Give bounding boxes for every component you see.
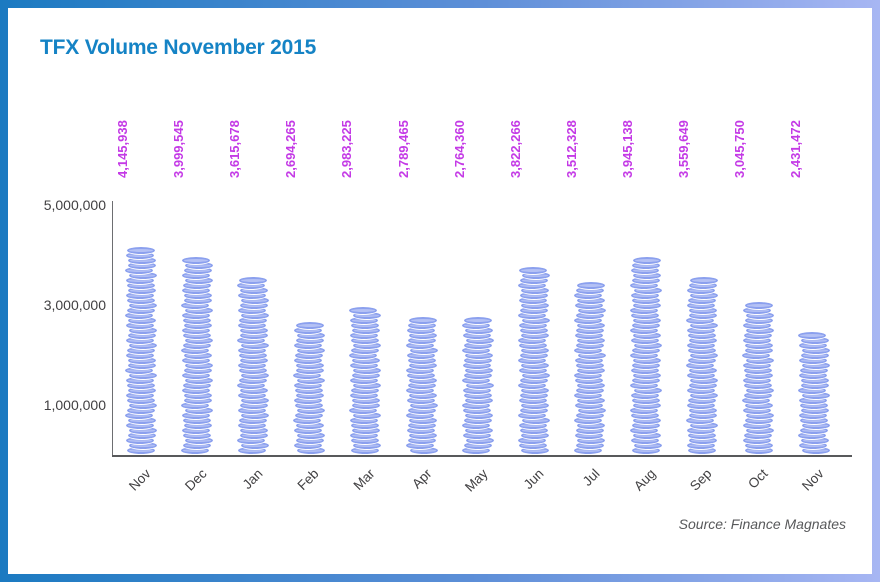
bar-value-label: 2,694,265 [283, 120, 299, 178]
coin-icon [408, 316, 438, 325]
bar-value-label: 2,983,225 [339, 120, 355, 178]
x-tick-label: Apr [408, 466, 435, 492]
x-tick-label: Oct [745, 466, 771, 492]
x-tick-label: Feb [294, 466, 322, 494]
x-tick-label: Aug [630, 466, 659, 494]
coin-stack-bar [236, 274, 271, 455]
coin-icon [462, 316, 493, 325]
coin-stack-bar [180, 255, 215, 455]
coin-stack-bar [685, 276, 719, 455]
coin-icon [797, 331, 828, 340]
bar-value-label: 2,764,360 [451, 120, 467, 178]
coin-icon [689, 276, 719, 285]
coin-icon [181, 256, 212, 265]
source-note: Source: Finance Magnates [678, 516, 846, 532]
y-tick-label: 5,000,000 [43, 197, 106, 213]
coin-stack-bar [516, 264, 551, 455]
x-axis-line [112, 455, 852, 457]
x-tick-label: May [461, 466, 491, 495]
x-tick-label: Nov [126, 466, 154, 494]
x-tick-label: Nov [799, 466, 827, 494]
coin-icon [632, 256, 663, 265]
bar-value-label: 3,512,328 [563, 120, 579, 178]
coin-icon [126, 246, 156, 255]
coin-stack-bar [572, 279, 607, 455]
bar-value-label: 2,431,472 [788, 120, 804, 178]
chart-canvas: TFX Volume November 2015 4,145,938 3,999,… [8, 8, 872, 574]
coin-stack-bar [124, 246, 158, 455]
y-tick-label: 1,000,000 [43, 397, 106, 413]
bar-value-label: 3,559,649 [676, 120, 691, 178]
coin-stack-bar [404, 316, 439, 455]
coin-icon [517, 266, 548, 275]
bar-value-label: 3,999,545 [171, 120, 187, 178]
bar-value-label: 4,145,938 [115, 120, 130, 178]
y-axis-line [112, 201, 113, 455]
x-tick-label: Mar [350, 466, 378, 494]
chart-title: TFX Volume November 2015 [40, 36, 317, 59]
x-tick-label: Sep [687, 466, 715, 494]
coin-stack-bar [797, 331, 832, 455]
x-tick-label: Jan [239, 466, 266, 493]
x-tick-label: Dec [182, 466, 210, 494]
coin-icon [295, 321, 326, 330]
coin-icon [238, 276, 269, 285]
coin-stack-bar [628, 256, 663, 455]
coin-icon [744, 301, 775, 310]
coin-stack-bar [348, 306, 383, 455]
coin-stack-bar [292, 320, 327, 455]
coin-icon [576, 281, 607, 290]
x-tick-label: Jun [520, 466, 547, 493]
coin-stack-bar [460, 316, 495, 455]
x-tick-label: Jul [579, 466, 603, 489]
bar-value-label: 3,822,266 [507, 120, 523, 178]
coin-icon [348, 306, 379, 315]
bar-value-label: 3,945,138 [619, 120, 635, 178]
bar-value-label: 2,789,465 [395, 120, 411, 178]
y-tick-label: 3,000,000 [43, 297, 106, 313]
bar-value-label: 3,045,750 [732, 120, 748, 178]
bar-value-label: 3,615,678 [227, 120, 243, 178]
coin-stack-bar [741, 301, 776, 455]
